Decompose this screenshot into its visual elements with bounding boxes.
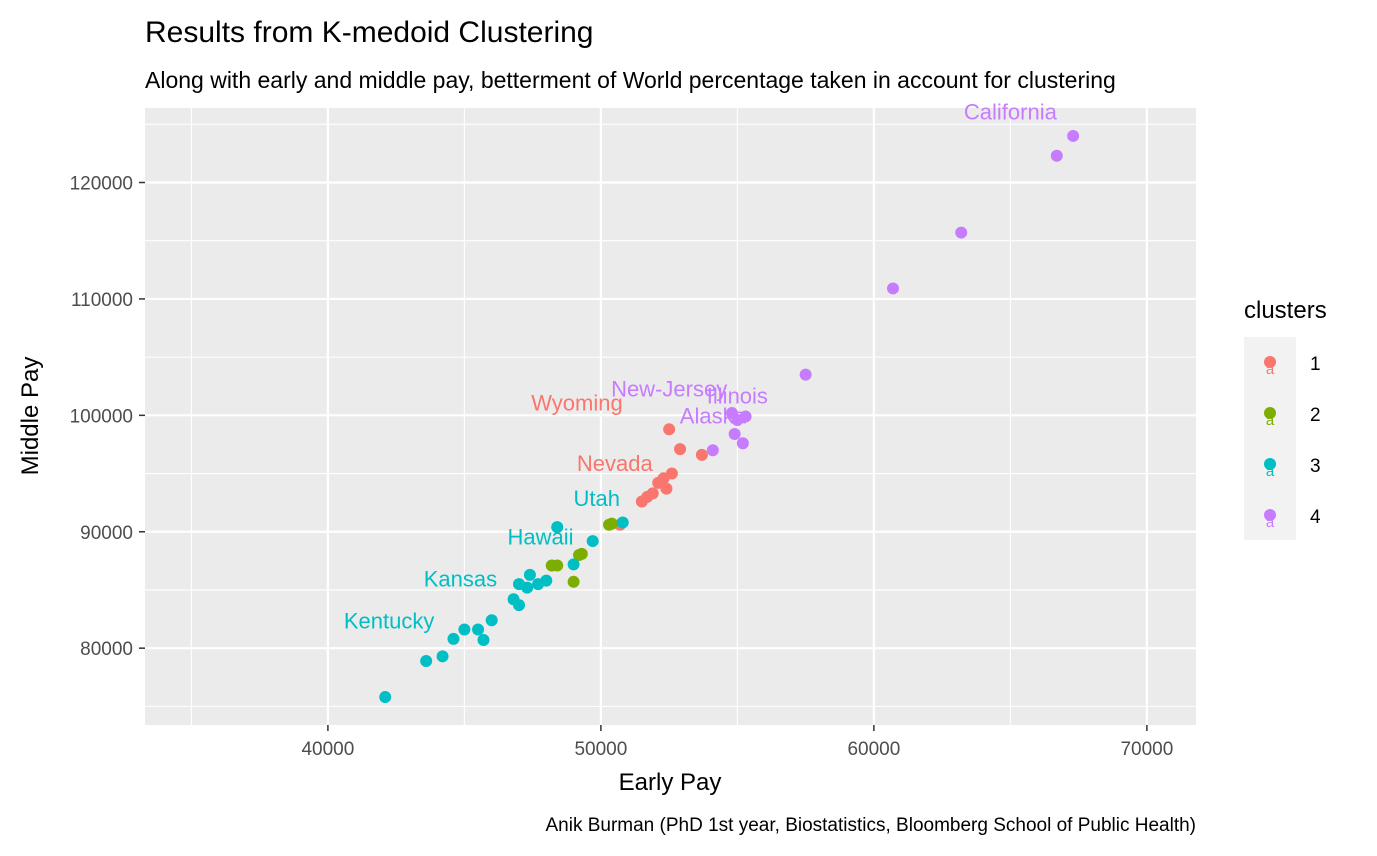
data-point-cluster-4 [886, 282, 899, 295]
legend-title: clusters [1244, 297, 1327, 324]
legend-key-point [1264, 509, 1276, 521]
plot-panel [145, 108, 1196, 725]
point-label: Kansas [424, 566, 497, 591]
x-tick-label: 40000 [301, 739, 354, 760]
point-label: Hawaii [508, 525, 574, 550]
data-point-cluster-4 [1067, 129, 1080, 142]
point-label: California [964, 100, 1058, 125]
data-point-cluster-4 [728, 427, 741, 440]
axis-ticks: 40000 50000 60000 70000 80000 90000 100000 1100… [70, 174, 1174, 760]
chart-title: Results from K-medoid Clustering [145, 16, 594, 49]
data-point-cluster-4 [706, 444, 719, 457]
data-point-cluster-3 [521, 581, 534, 594]
x-tick-label: 50000 [574, 739, 627, 760]
data-point-cluster-3 [567, 558, 580, 571]
legend-key-point [1264, 356, 1276, 368]
point-label: Nevada [577, 451, 654, 476]
legend-label: 1 [1310, 354, 1321, 375]
data-point-cluster-4 [1050, 149, 1063, 162]
data-point-cluster-3 [436, 650, 449, 663]
data-point-cluster-2 [567, 575, 580, 588]
data-point-cluster-3 [447, 632, 460, 645]
data-point-cluster-4 [731, 413, 744, 426]
y-tick-label: 120000 [70, 174, 133, 195]
data-point-cluster-1 [660, 482, 673, 495]
y-tick-label: 80000 [80, 639, 133, 660]
point-label: Utah [574, 486, 620, 511]
legend: clusters a 1 a 2 a 3 a 4 [1244, 297, 1327, 540]
data-point-cluster-3 [485, 614, 498, 627]
legend-items: a 1 a 2 a 3 a 4 [1264, 354, 1321, 531]
data-point-cluster-3 [458, 623, 471, 636]
y-tick-label: 100000 [70, 406, 133, 427]
data-points [379, 129, 1080, 704]
y-axis-title: Middle Pay [17, 357, 44, 476]
legend-label: 3 [1310, 456, 1321, 477]
point-label: Illinois [707, 384, 768, 409]
data-point-cluster-3 [472, 623, 485, 636]
legend-key-glyph: a [1266, 412, 1275, 429]
point-label: Kentucky [344, 608, 435, 633]
x-axis-title: Early Pay [619, 769, 722, 796]
legend-key-point [1264, 458, 1276, 470]
x-tick-label: 60000 [847, 739, 900, 760]
data-point-cluster-1 [635, 495, 648, 508]
y-tick-label: 90000 [80, 523, 133, 544]
data-point-cluster-4 [799, 368, 812, 381]
legend-key-glyph: a [1266, 514, 1275, 531]
y-tick-label: 110000 [71, 290, 133, 311]
chart-caption: Anik Burman (PhD 1st year, Biostatistics… [545, 815, 1196, 836]
data-point-cluster-3 [512, 599, 525, 612]
data-point-cluster-2 [605, 517, 618, 530]
data-point-cluster-3 [420, 654, 433, 667]
legend-key-background [1244, 337, 1296, 540]
chart-subtitle: Along with early and middle pay, betterm… [145, 67, 1116, 93]
data-point-cluster-4 [955, 226, 968, 239]
data-point-cluster-3 [477, 634, 490, 647]
point-label: Wyoming [531, 391, 623, 416]
legend-label: 2 [1310, 405, 1321, 426]
data-point-cluster-3 [540, 574, 553, 587]
data-point-cluster-3 [616, 516, 629, 529]
grid-lines [145, 108, 1196, 725]
legend-label: 4 [1310, 507, 1321, 528]
data-point-cluster-3 [551, 521, 564, 534]
point-label: New-Jersey [611, 377, 727, 402]
legend-key-point [1264, 407, 1276, 419]
x-tick-label: 70000 [1120, 739, 1173, 760]
legend-key-glyph: a [1266, 463, 1275, 480]
data-point-cluster-1 [674, 443, 687, 456]
data-point-cluster-1 [663, 423, 676, 436]
data-point-cluster-1 [695, 448, 708, 461]
data-point-cluster-4 [736, 437, 749, 450]
legend-key-glyph: a [1266, 361, 1275, 378]
data-point-cluster-2 [551, 559, 564, 572]
data-point-cluster-2 [575, 547, 588, 560]
data-point-cluster-3 [379, 691, 392, 704]
data-point-cluster-3 [586, 535, 599, 548]
point-label: Alaska [680, 403, 747, 428]
data-point-cluster-3 [523, 568, 536, 581]
